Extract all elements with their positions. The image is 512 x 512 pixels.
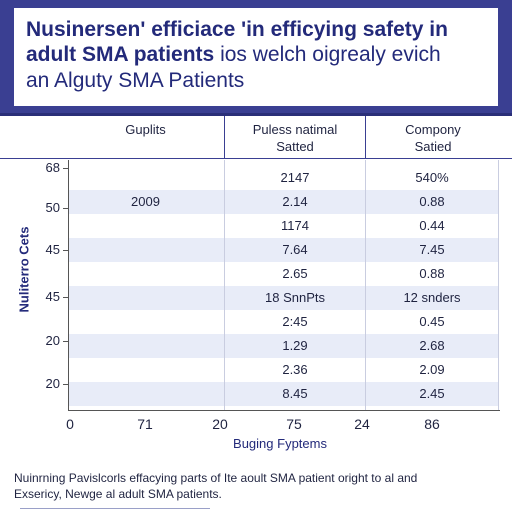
y-axis [68, 160, 69, 410]
column-header-1-label: Guplits [125, 122, 166, 137]
header-rule [0, 113, 512, 116]
row-band [68, 382, 498, 406]
y-tick-label: 45 [45, 242, 60, 257]
row-band [68, 286, 498, 310]
column-header-3-line2: Satied [414, 139, 452, 154]
column-header-2-line1: Puless natimal [252, 122, 338, 137]
y-tick-label: 68 [45, 160, 60, 175]
footnote: Nuinrning Pavislcorls effacying parts of… [14, 470, 504, 502]
pulses-value-cell: 8.45 [282, 386, 308, 401]
pulses-value-cell: 18 SnnPts [265, 290, 325, 305]
chart-title-line3: an Alguty SMA Patients [26, 69, 245, 92]
company-value-cell: 2.09 [419, 362, 445, 377]
x-tick-label: 86 [424, 416, 440, 432]
company-value-cell: 2.68 [419, 338, 445, 353]
row-band [68, 238, 498, 262]
column-header-2-line2: Satted [276, 139, 314, 154]
chart-title-rest: ios welch oigrealy evich [214, 43, 441, 66]
column-header-3-line1: Compony [405, 122, 461, 137]
chart-title-bold: adult SMA patients [26, 43, 215, 66]
y-tick-mark [63, 341, 68, 342]
company-value-cell: 0.88 [419, 194, 445, 209]
y-tick-mark [63, 384, 68, 385]
grid-line [224, 160, 225, 410]
chart-title-line2: adult SMA patients ios welch oigrealy ev… [26, 42, 488, 68]
column-header-2: Puless natimal Satted [225, 116, 365, 158]
grid-line [498, 160, 499, 410]
company-value-cell: 7.45 [419, 242, 445, 257]
pulses-value-cell: 2.36 [282, 362, 308, 377]
grid-line [365, 160, 366, 410]
y-tick-mark [63, 168, 68, 169]
title-card: Nusinersen' efficiace 'in efficying safe… [14, 8, 498, 106]
y-tick-mark [63, 208, 68, 209]
column-divider [224, 116, 225, 158]
y-tick-label: 20 [45, 376, 60, 391]
company-value-cell: 0.88 [419, 266, 445, 281]
header-banner: Nusinersen' efficiace 'in efficying safe… [0, 0, 512, 113]
column-header-1: Guplits [68, 116, 223, 158]
company-value-cell: 2.45 [419, 386, 445, 401]
y-tick-label: 45 [45, 289, 60, 304]
x-tick-label: 0 [66, 416, 74, 432]
x-axis [68, 410, 500, 411]
pulses-value-cell: 1.29 [282, 338, 308, 353]
pulses-value-cell: 7.64 [282, 242, 308, 257]
pulses-value-cell: 2:45 [282, 314, 308, 329]
footnote-line2: Exsericy, Newge al adult SMA patients. [14, 487, 222, 501]
company-value-cell: 0.45 [419, 314, 445, 329]
footnote-line1: Nuinrning Pavislcorls effacying parts of… [14, 471, 418, 485]
row-band [68, 334, 498, 358]
pulses-value-cell: 1174 [281, 218, 309, 233]
row-label-cell: 2009 [131, 194, 160, 209]
footer-rule [20, 508, 210, 509]
x-tick-label: 75 [286, 416, 302, 432]
x-tick-label: 20 [212, 416, 228, 432]
row-band [68, 190, 498, 214]
column-divider [365, 116, 366, 158]
pulses-value-cell: 2147 [280, 170, 310, 185]
y-tick-label: 50 [45, 200, 60, 215]
pulses-value-cell: 2.14 [282, 194, 308, 209]
company-value-cell: 12 snders [403, 290, 461, 305]
y-tick-label: 20 [45, 333, 60, 348]
y-tick-mark [63, 297, 68, 298]
column-header-3: Compony Satied [366, 116, 500, 158]
company-value-cell: 0.44 [419, 218, 445, 233]
y-tick-mark [63, 250, 68, 251]
x-tick-label: 71 [137, 416, 153, 432]
x-tick-label: 24 [354, 416, 370, 432]
pulses-value-cell: 2.65 [282, 266, 308, 281]
chart-title-line1: Nusinersen' efficiace 'in efficying safe… [26, 18, 448, 41]
y-axis-label: Nuliterro Cets [16, 226, 32, 313]
company-value-cell: 540% [415, 170, 449, 185]
header-bottom-rule [0, 158, 512, 159]
x-axis-label: Buging Fyptems [233, 436, 327, 451]
